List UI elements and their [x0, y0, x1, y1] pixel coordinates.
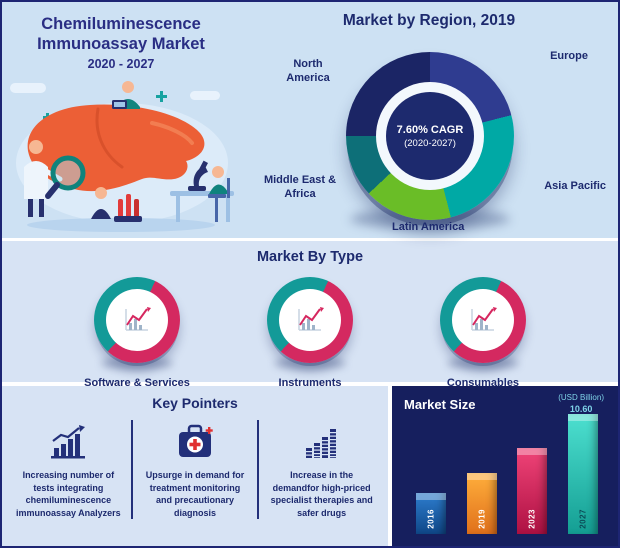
bar-year-label: 2016 — [426, 509, 436, 529]
cagr-badge: 7.60% CAGR (2020-2027) — [386, 92, 474, 180]
market-size-top-value: 10.60 — [569, 404, 593, 414]
market-size-bar-2019: 2019 — [466, 473, 497, 534]
market-size-bar-chart: 2016 2019 2023 2027 — [416, 414, 598, 534]
region-label-europe: Europe — [550, 50, 588, 62]
line-chart-icon — [298, 307, 324, 331]
cagr-period: (2020-2027) — [404, 137, 456, 149]
market-size-bar-2023: 2023 — [517, 448, 548, 534]
usd-billion-label: (USD Billion) — [558, 393, 604, 402]
pointer-text: Upsurge in demand for treatment monitori… — [145, 470, 245, 518]
report-period: 2020 - 2027 — [87, 57, 155, 72]
region-label-north-america: North America — [286, 58, 330, 84]
region-chart-section: Market by Region, 2019 7.60% CAGR (2020-… — [240, 2, 618, 238]
donut-shadow — [101, 357, 173, 370]
main-title: Chemiluminescence Immunoassay Market — [37, 15, 205, 54]
type-donut-chart — [267, 277, 353, 370]
region-label-asia-pacific: Asia Pacific — [544, 180, 606, 192]
key-pointers-panel: Key Pointers Increas — [2, 386, 388, 546]
region-donut-chart: 7.60% CAGR (2020-2027) — [346, 52, 514, 230]
market-size-title: Market Size — [404, 397, 476, 412]
type-donut-hole — [452, 289, 514, 351]
type-donut-chart — [440, 277, 526, 370]
pointer-item-3: Increase in the demandfor high-priced sp… — [257, 420, 384, 520]
region-label-middle-east-africa: Middle East & Africa — [263, 174, 337, 200]
line-chart-icon — [125, 307, 151, 331]
pointer-item-1: Increasing number of tests integrating c… — [6, 420, 131, 519]
bottom-section: Key Pointers Increas — [2, 386, 618, 546]
pointer-icon-wrap — [267, 420, 376, 460]
key-pointers-title: Key Pointers — [152, 395, 238, 411]
pointer-text: Increase in the demandfor high-priced sp… — [270, 470, 373, 518]
liver-research-illustration — [10, 81, 234, 233]
pointer-icon-wrap — [141, 420, 250, 460]
pointer-text: Increasing number of tests integrating c… — [15, 470, 121, 518]
bar-year-label: 2023 — [527, 509, 537, 529]
donut-shadow — [447, 357, 519, 370]
bar-chart-icon — [305, 429, 336, 458]
type-section: Market By Type — [2, 241, 618, 389]
line-chart-icon — [471, 307, 497, 331]
type-donut-hole — [279, 289, 341, 351]
market-size-panel: Market Size (USD Billion) 10.60 2016 2019… — [392, 386, 618, 546]
bar-year-label: 2027 — [578, 509, 588, 529]
pointer-icon-wrap — [14, 420, 123, 460]
header-section: Chemiluminescence Immunoassay Market 202… — [2, 2, 618, 238]
cagr-value: 7.60% CAGR — [396, 123, 464, 136]
growth-trend-icon — [51, 425, 86, 459]
type-item-instruments: Instruments — [235, 277, 385, 389]
title-block: Chemiluminescence Immunoassay Market 202… — [2, 2, 240, 238]
bar-year-label: 2019 — [477, 509, 487, 529]
usd-billion-block: (USD Billion) 10.60 — [558, 393, 604, 414]
type-item-software-services: Software & Services — [62, 277, 212, 389]
type-donut-chart — [94, 277, 180, 370]
donut-shadow — [274, 357, 346, 370]
region-chart-title: Market by Region, 2019 — [342, 12, 516, 29]
market-size-bar-2016: 2016 — [416, 493, 446, 534]
market-size-bar-2027: 2027 — [567, 414, 598, 534]
type-section-title: Market By Type — [256, 249, 364, 265]
region-label-latin-america: Latin America — [392, 221, 465, 233]
type-item-consumables: Consumables — [408, 277, 558, 389]
pointer-row: Increasing number of tests integrating c… — [2, 420, 388, 520]
pointer-item-2: Upsurge in demand for treatment monitori… — [130, 420, 258, 520]
first-aid-kit-icon — [179, 424, 213, 457]
type-row: Software & Services — [2, 277, 618, 389]
type-donut-hole — [106, 289, 168, 351]
